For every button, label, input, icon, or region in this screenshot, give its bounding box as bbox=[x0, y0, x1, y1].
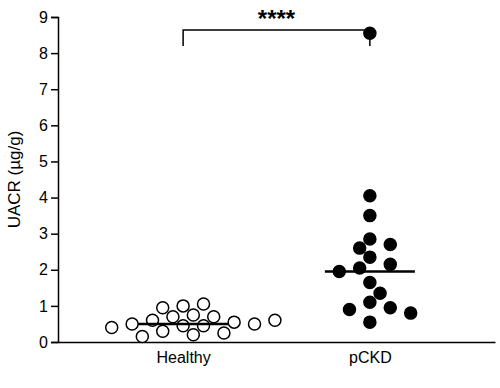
data-point bbox=[364, 251, 376, 263]
y-tick-label: 7 bbox=[39, 81, 48, 98]
data-point bbox=[343, 304, 355, 316]
plot-area bbox=[106, 27, 417, 342]
data-point bbox=[269, 314, 281, 326]
y-tick-label: 5 bbox=[39, 153, 48, 170]
data-point bbox=[198, 298, 210, 310]
y-tick: 1 bbox=[39, 298, 58, 315]
data-point bbox=[364, 276, 376, 288]
median-line bbox=[325, 270, 415, 273]
y-tick-mark bbox=[51, 233, 58, 235]
y-tick-mark bbox=[51, 161, 58, 163]
data-point bbox=[374, 287, 386, 299]
y-tick-mark bbox=[51, 89, 58, 91]
y-tick: 2 bbox=[39, 261, 58, 278]
y-axis-line bbox=[51, 18, 59, 343]
data-point bbox=[167, 311, 179, 323]
data-point bbox=[228, 316, 240, 328]
x-tick-label: pCKD bbox=[349, 349, 392, 366]
y-tick: 8 bbox=[39, 45, 58, 62]
data-point bbox=[198, 320, 210, 332]
y-tick-mark bbox=[51, 125, 58, 127]
data-point bbox=[126, 318, 138, 330]
y-tick: 4 bbox=[39, 189, 58, 206]
y-tick-label: 6 bbox=[39, 117, 48, 134]
chart: 0 1 2 3 4 5 6 7 8 9 Healthy pCKD UACR (µg/g) **** bbox=[0, 0, 500, 388]
y-axis-title: UACR (µg/g) bbox=[5, 131, 24, 229]
data-point bbox=[218, 327, 230, 339]
y-tick-mark bbox=[51, 53, 58, 55]
median-line bbox=[138, 323, 228, 326]
y-tick-label: 8 bbox=[39, 45, 48, 62]
y-tick: 3 bbox=[39, 225, 58, 242]
y-tick-mark bbox=[51, 17, 58, 19]
data-point bbox=[364, 316, 376, 328]
x-tick-label: Healthy bbox=[156, 349, 210, 366]
data-point bbox=[187, 329, 199, 341]
y-tick-mark bbox=[51, 197, 58, 199]
y-tick: 5 bbox=[39, 153, 58, 170]
data-point bbox=[249, 318, 261, 330]
y-tick: 6 bbox=[39, 117, 58, 134]
y-tick-label: 0 bbox=[39, 334, 48, 351]
y-tick-mark bbox=[51, 270, 58, 272]
data-point bbox=[157, 302, 169, 314]
y-tick: 0 bbox=[39, 334, 58, 351]
x-axis: Healthy pCKD bbox=[59, 343, 496, 367]
y-tick-label: 4 bbox=[39, 189, 48, 206]
data-point bbox=[354, 242, 366, 254]
data-point bbox=[177, 300, 189, 312]
data-point bbox=[405, 307, 417, 319]
x-tick: pCKD bbox=[349, 349, 392, 366]
y-tick-mark bbox=[51, 306, 58, 308]
data-point bbox=[364, 190, 376, 202]
significance-label: **** bbox=[258, 5, 296, 32]
data-point bbox=[208, 311, 220, 323]
data-point bbox=[157, 325, 169, 337]
data-point bbox=[187, 309, 199, 321]
data-point bbox=[384, 258, 396, 270]
x-axis-line bbox=[59, 342, 496, 344]
data-point bbox=[384, 239, 396, 251]
y-tick: 9 bbox=[39, 9, 58, 26]
data-point bbox=[384, 302, 396, 314]
data-point bbox=[177, 320, 189, 332]
y-tick-label: 3 bbox=[39, 225, 48, 242]
y-axis: 0 1 2 3 4 5 6 7 8 9 bbox=[39, 9, 58, 351]
x-tick: Healthy bbox=[156, 349, 210, 366]
y-tick-mark bbox=[51, 342, 58, 344]
data-point bbox=[364, 210, 376, 222]
data-point bbox=[364, 233, 376, 245]
y-tick: 7 bbox=[39, 81, 58, 98]
data-point bbox=[364, 296, 376, 308]
y-tick-label: 9 bbox=[39, 9, 48, 26]
y-tick-label: 1 bbox=[39, 298, 48, 315]
y-tick-label: 2 bbox=[39, 261, 48, 278]
data-point bbox=[106, 322, 118, 334]
significance-bracket bbox=[183, 30, 370, 46]
data-point bbox=[136, 331, 148, 343]
